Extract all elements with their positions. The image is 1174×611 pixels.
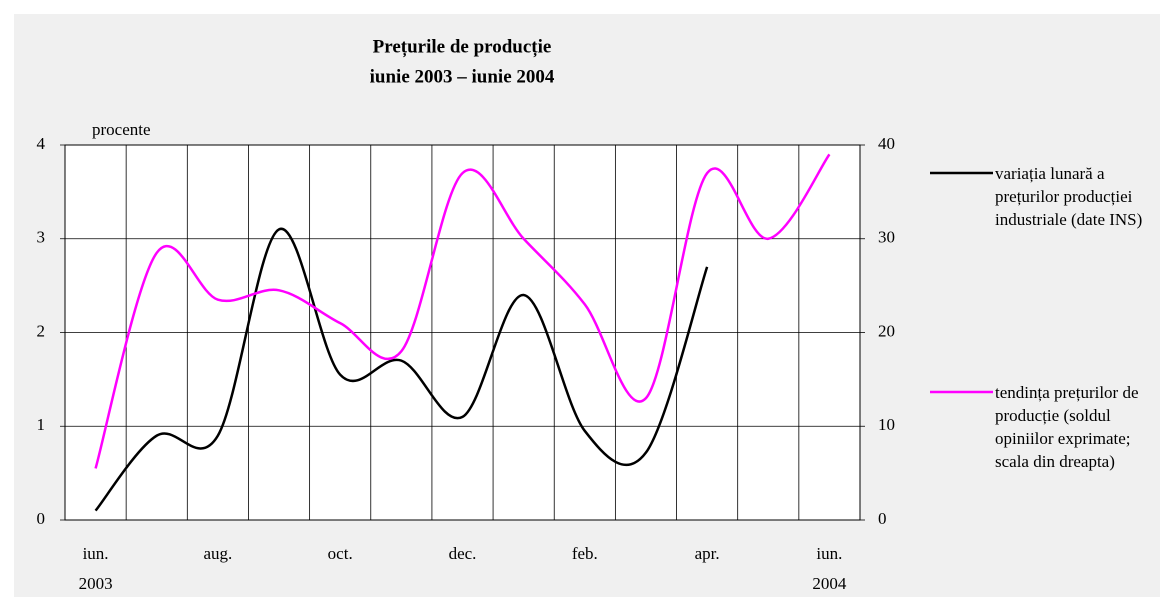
y2-tick-label: 0 xyxy=(878,509,887,528)
y2-tick-label: 40 xyxy=(878,134,895,153)
x-tick-label: oct. xyxy=(328,544,353,563)
chart-title: Prețurile de producție xyxy=(373,36,552,57)
x-tick-label: feb. xyxy=(572,544,598,563)
y-tick-label: 3 xyxy=(37,228,46,247)
y-tick-label: 2 xyxy=(37,321,46,340)
series-line xyxy=(94,228,709,512)
x-tick-year: 2003 xyxy=(79,574,113,593)
chart-subtitle: iunie 2003 – iunie 2004 xyxy=(370,66,555,87)
y-axis-label: procente xyxy=(92,120,151,139)
y-tick-label: 1 xyxy=(37,415,46,434)
series-line xyxy=(94,153,831,469)
x-tick-label: apr. xyxy=(695,544,720,563)
x-tick-label: dec. xyxy=(449,544,477,563)
y2-tick-label: 30 xyxy=(878,228,895,247)
x-tick-label: iun. xyxy=(83,544,109,563)
legend-label: variația lunară a prețurilor producției … xyxy=(995,164,1143,229)
y2-tick-label: 10 xyxy=(878,415,895,434)
y2-tick-label: 20 xyxy=(878,321,895,340)
x-tick-year: 2004 xyxy=(812,574,847,593)
y-tick-label: 4 xyxy=(37,134,46,153)
x-tick-label: iun. xyxy=(816,544,842,563)
x-tick-label: aug. xyxy=(203,544,232,563)
y-tick-label: 0 xyxy=(37,509,46,528)
plot-frame xyxy=(64,144,861,521)
legend-label: tendința prețurilor de producție (soldul… xyxy=(995,383,1139,471)
